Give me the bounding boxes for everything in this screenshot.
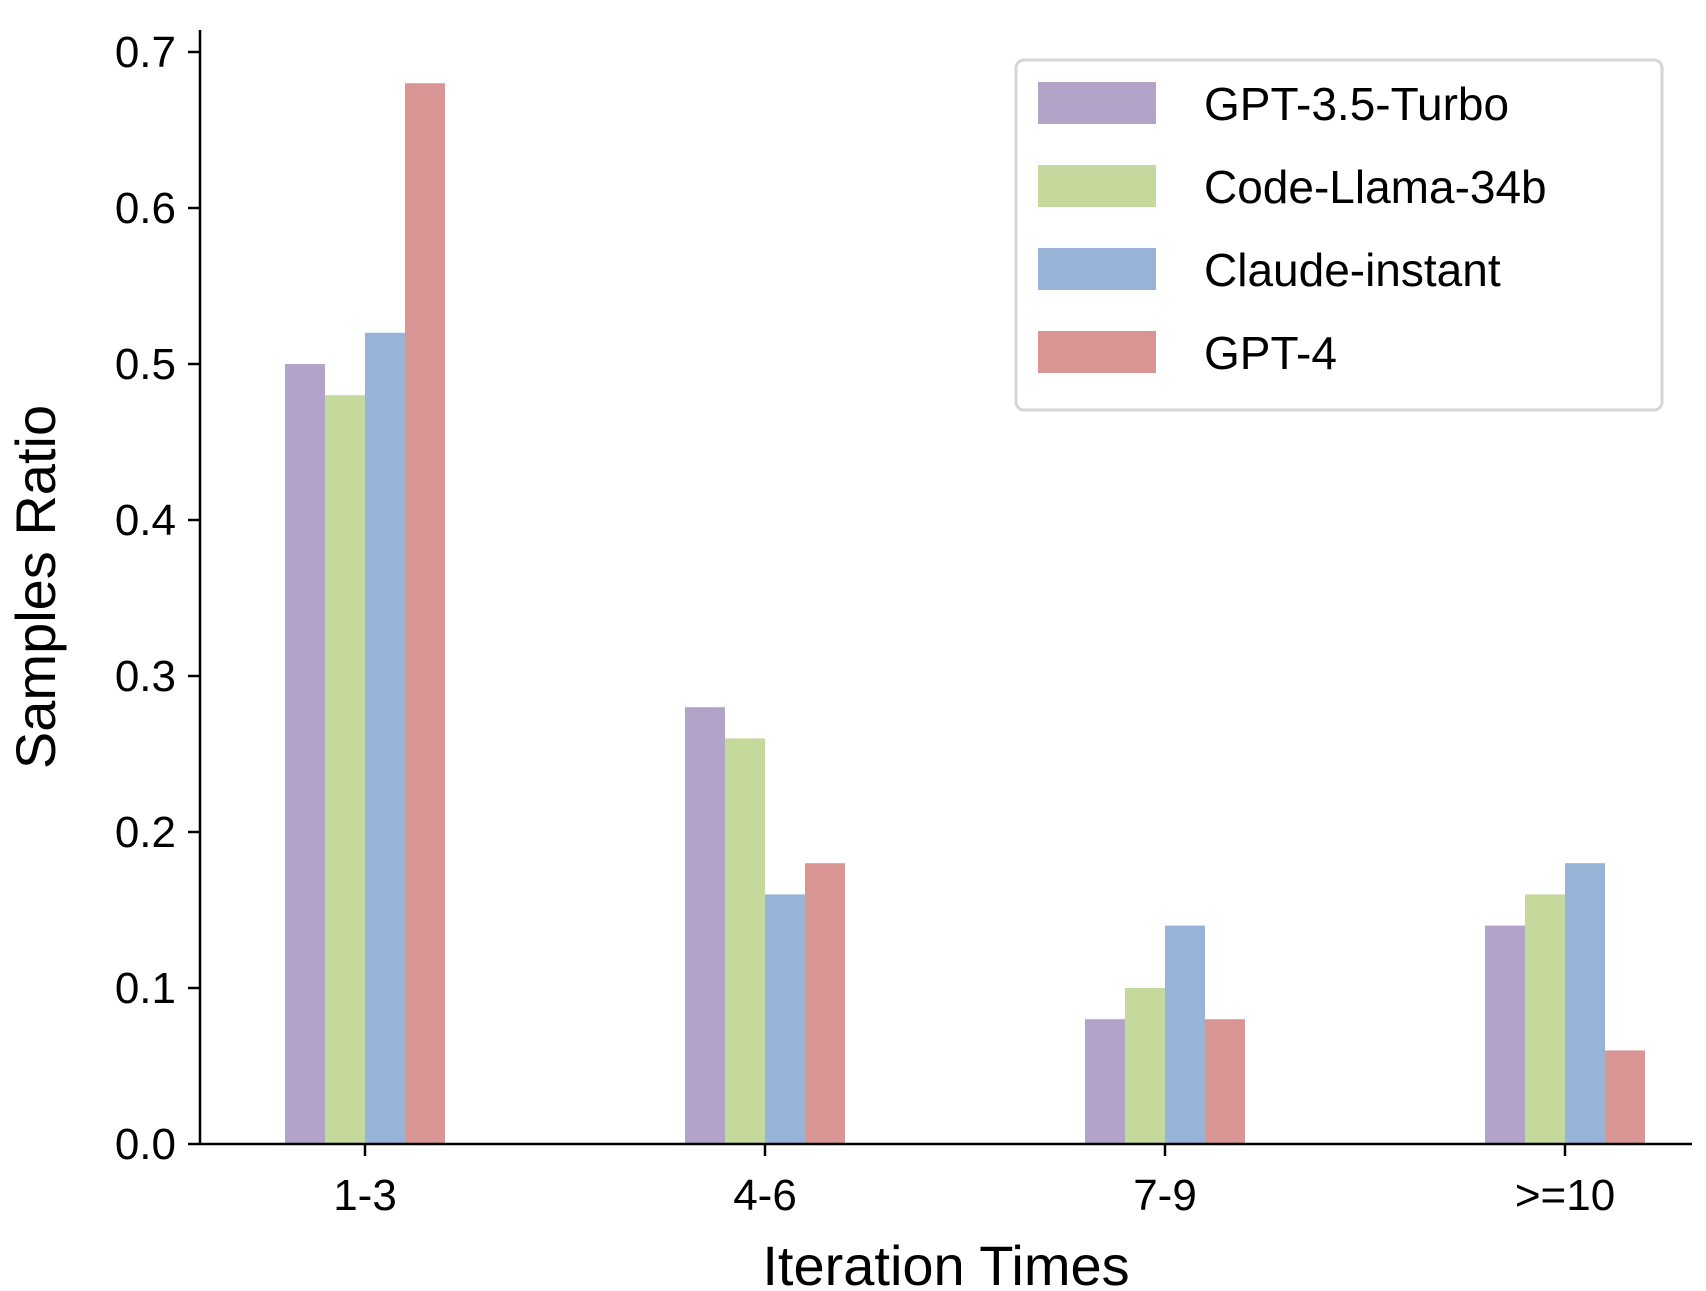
bar-gpt-3-5-turbo-0 bbox=[285, 364, 325, 1144]
y-ticks: 0.0 0.1 0.2 0.3 0.4 0.5 0.6 0.7 bbox=[115, 28, 200, 1169]
legend-swatch bbox=[1038, 248, 1156, 290]
y-tick-label: 0.7 bbox=[115, 28, 176, 77]
x-axis-title: Iteration Times bbox=[762, 1234, 1129, 1291]
x-tick-label: 1-3 bbox=[333, 1171, 397, 1220]
y-tick-label: 0.5 bbox=[115, 340, 176, 389]
bar-claude-instant-0 bbox=[365, 332, 405, 1144]
bar-gpt-3-5-turbo-3 bbox=[1485, 925, 1525, 1144]
x-ticks: 1-3 4-6 7-9 >=10 bbox=[333, 1144, 1615, 1220]
x-tick-label: >=10 bbox=[1515, 1171, 1615, 1220]
bar-gpt-3-5-turbo-2 bbox=[1085, 1019, 1125, 1144]
legend-swatch bbox=[1038, 165, 1156, 207]
legend-frame bbox=[1014, 58, 1664, 412]
bar-claude-instant-3 bbox=[1565, 863, 1605, 1144]
y-tick-label: 0.2 bbox=[115, 808, 176, 857]
bar-code-llama-34b-1 bbox=[725, 738, 765, 1144]
y-axis-title: Samples Ratio bbox=[4, 405, 67, 769]
legend-swatch bbox=[1038, 82, 1156, 124]
bar-code-llama-34b-0 bbox=[325, 395, 365, 1144]
legend: GPT-3.5-Turbo Code-Llama-34b Claude-instan… bbox=[1014, 58, 1664, 412]
x-tick-label: 4-6 bbox=[733, 1171, 797, 1220]
y-tick-label: 0.1 bbox=[115, 964, 176, 1013]
bar-gpt-4-0 bbox=[405, 83, 445, 1145]
bar-code-llama-34b-2 bbox=[1125, 988, 1165, 1144]
bar-gpt-4-1 bbox=[805, 863, 845, 1144]
x-tick-label: 7-9 bbox=[1133, 1171, 1197, 1220]
legend-swatch bbox=[1038, 331, 1156, 373]
bar-gpt-4-3 bbox=[1605, 1050, 1645, 1144]
bar-gpt-4-2 bbox=[1205, 1019, 1245, 1144]
y-tick-label: 0.4 bbox=[115, 496, 176, 545]
y-tick-label: 0.6 bbox=[115, 184, 176, 233]
legend-label: GPT-4 bbox=[1204, 327, 1337, 379]
legend-label: GPT-3.5-Turbo bbox=[1204, 78, 1509, 130]
legend-label: Code-Llama-34b bbox=[1204, 161, 1547, 213]
bar-gpt-3-5-turbo-1 bbox=[685, 707, 725, 1144]
bar-claude-instant-1 bbox=[765, 894, 805, 1144]
bar-claude-instant-2 bbox=[1165, 925, 1205, 1144]
axes-layer bbox=[198, 30, 1692, 1146]
bar-code-llama-34b-3 bbox=[1525, 894, 1565, 1144]
y-tick-label: 0.0 bbox=[115, 1120, 176, 1169]
y-tick-label: 0.3 bbox=[115, 652, 176, 701]
legend-label: Claude-instant bbox=[1204, 244, 1501, 296]
bars-layer bbox=[285, 83, 1645, 1145]
